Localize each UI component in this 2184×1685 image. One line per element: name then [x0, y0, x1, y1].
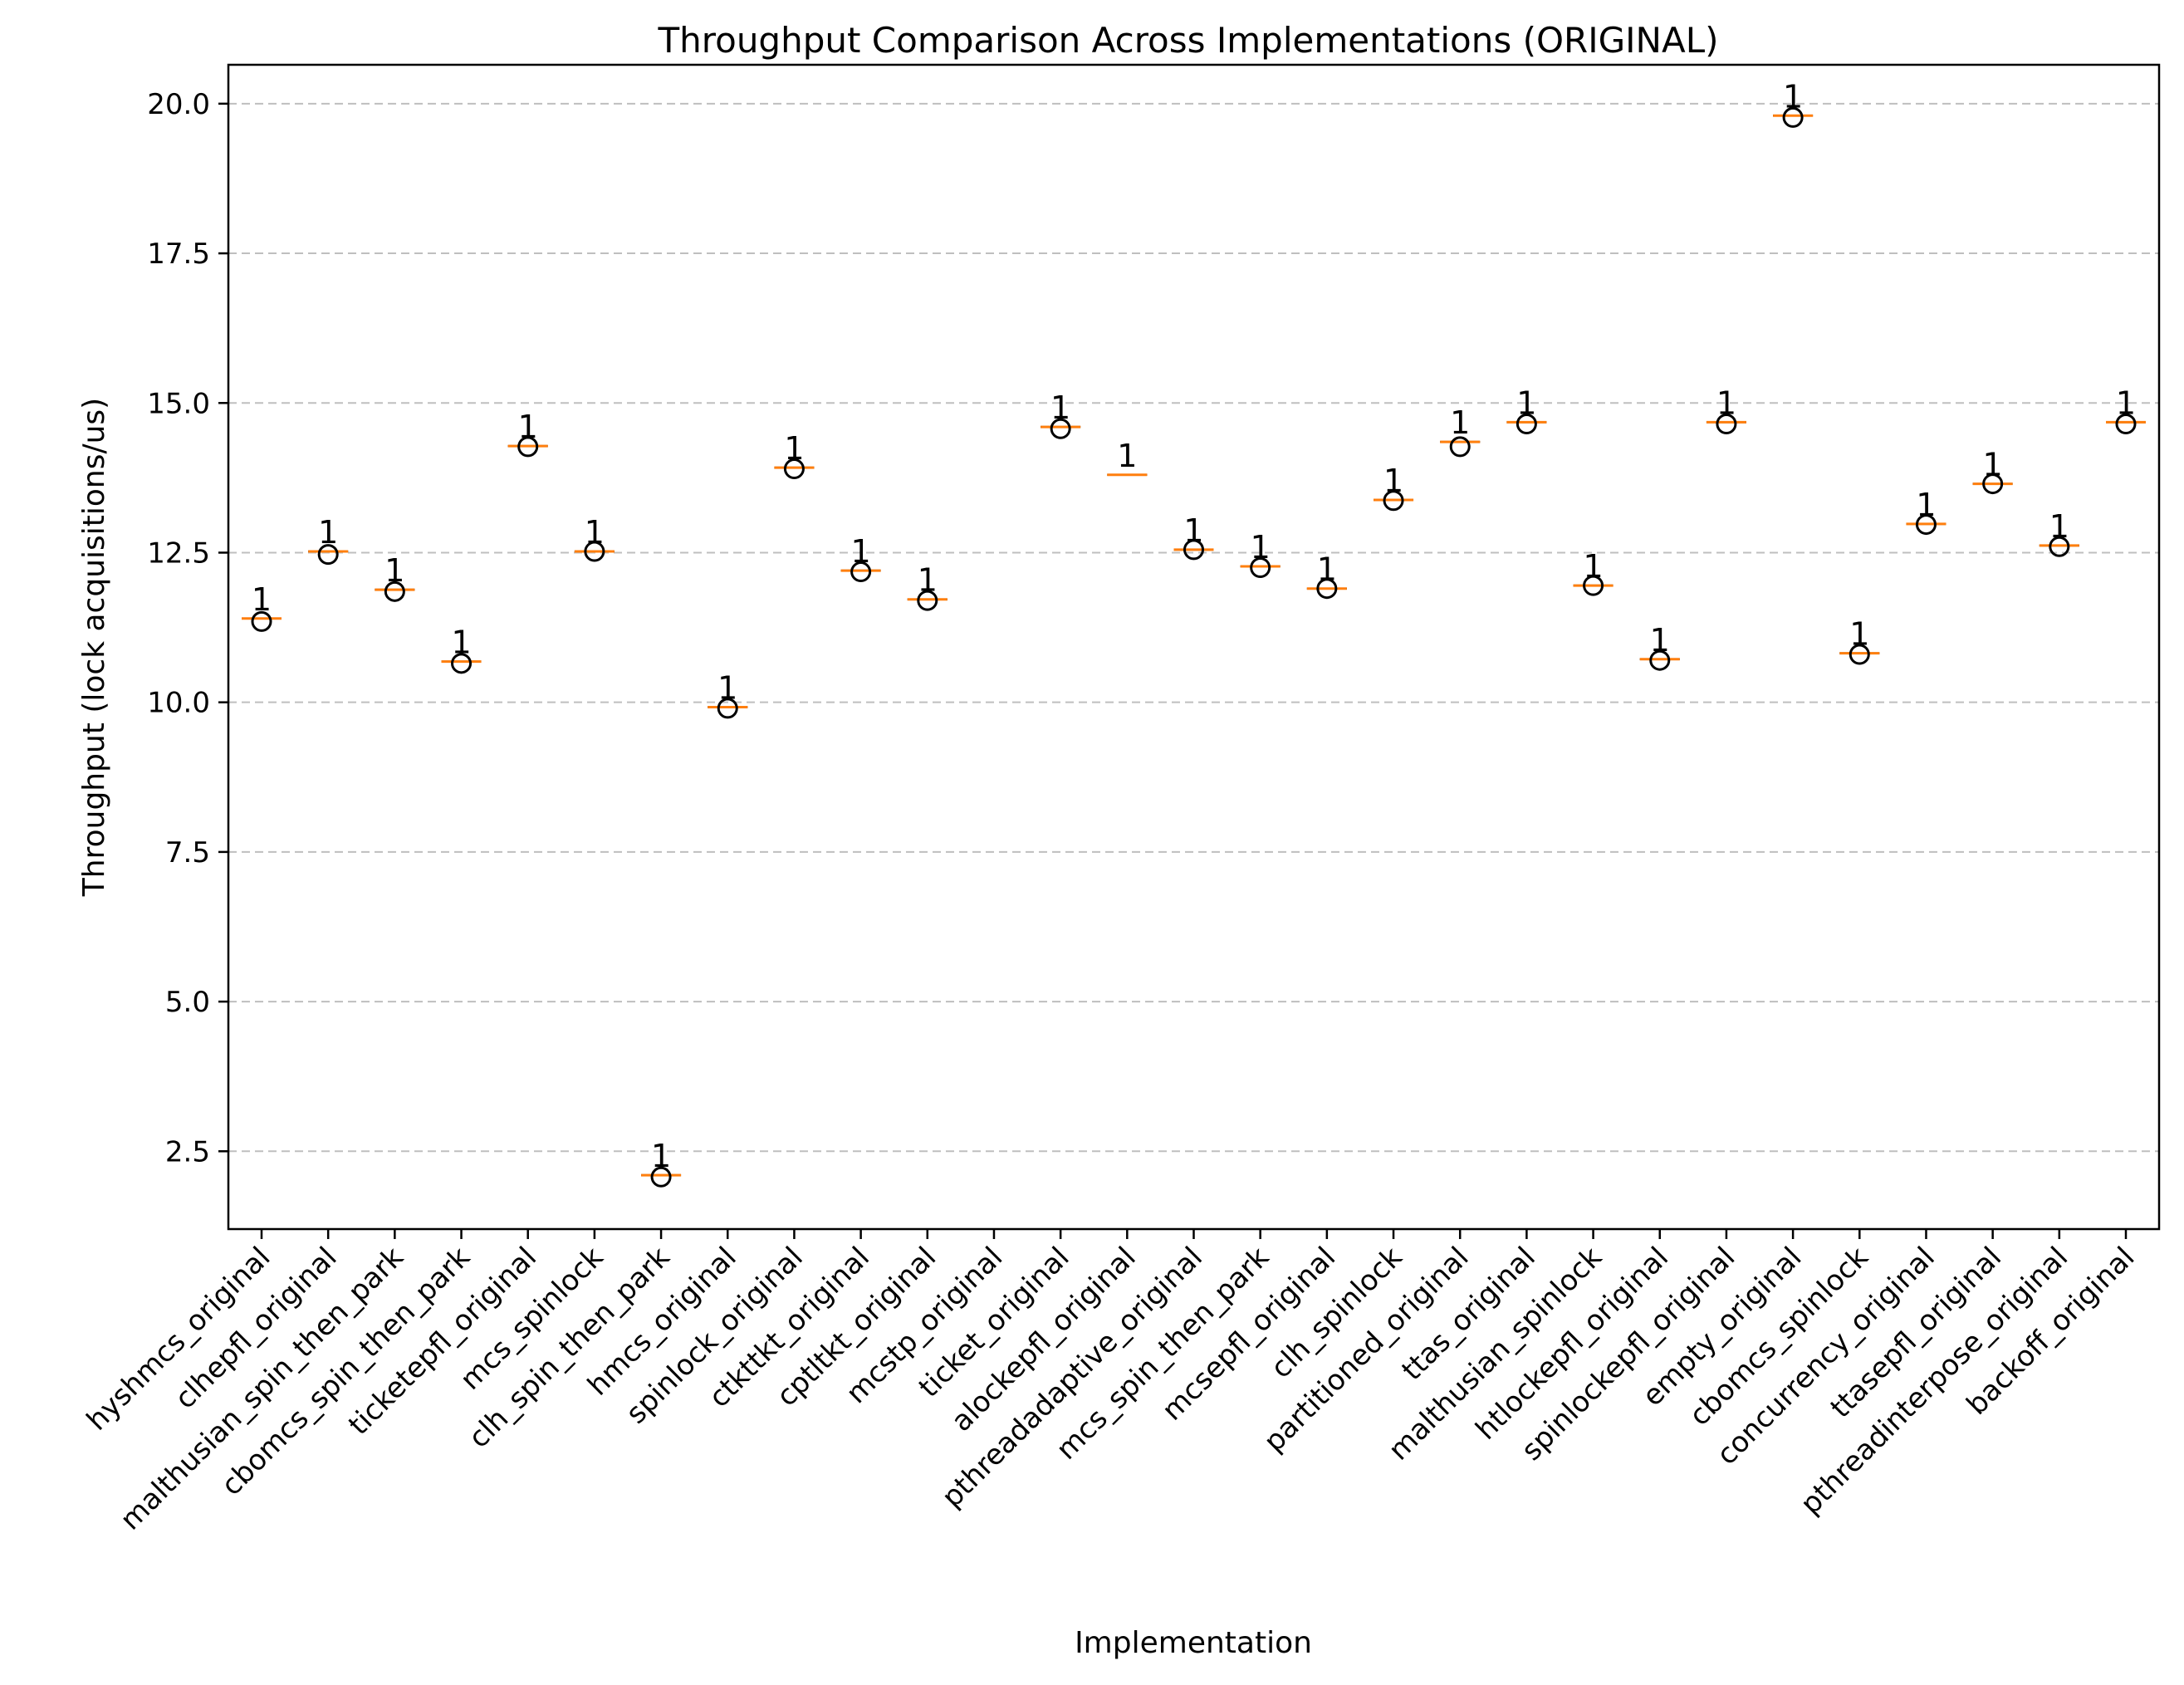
y-tick-label: 12.5 [147, 536, 210, 570]
y-axis-ticks: 2.5 5.0 7.5 10.0 12.5 15.0 17.5 20.0 [147, 88, 228, 1168]
data-point [451, 653, 473, 674]
data-point [1849, 644, 1870, 665]
y-axis-label: Throughput (lock acquisitions/us) [77, 398, 111, 897]
count-label: 1 [1450, 404, 1470, 441]
data-point [1183, 539, 1204, 561]
data-point [1383, 490, 1404, 512]
y-tick-label: 10.0 [147, 687, 210, 720]
data-point [251, 610, 272, 632]
x-axis-ticks: hyshmcs_originalclhepfl_originalmalthusi… [81, 1229, 2141, 1537]
data-point [1516, 413, 1537, 434]
data-point [1649, 649, 1671, 671]
y-tick-label: 15.0 [147, 387, 210, 420]
x-tick-label: malthusian_spin_then_park [114, 1241, 410, 1537]
data-point [917, 590, 938, 611]
data-point [1050, 418, 1071, 439]
data-point [717, 698, 738, 719]
y-tick-label: 5.0 [165, 986, 210, 1019]
data-point [1583, 575, 1604, 596]
data-point [584, 541, 605, 562]
data-point [2049, 536, 2070, 557]
data-point [1716, 413, 1737, 434]
data-point [650, 1166, 672, 1188]
data-point [1982, 473, 2004, 495]
data-point [384, 580, 405, 602]
data-point [783, 458, 805, 480]
grid-layer [228, 102, 2159, 1153]
y-tick-label: 2.5 [165, 1135, 210, 1168]
data-point [1915, 514, 1937, 536]
data-point [850, 561, 872, 583]
count-label: 1 [1117, 438, 1137, 474]
data-point [2115, 413, 2137, 434]
plot-frame [227, 63, 2161, 1231]
data-point [1250, 556, 1271, 578]
x-axis-label: Implementation [1075, 1626, 1312, 1660]
data-point [1316, 578, 1338, 600]
data-point [317, 544, 339, 566]
chart-title: Throughput Comparison Across Implementat… [658, 20, 1719, 61]
data-point [517, 436, 539, 458]
data-point [1449, 436, 1471, 458]
data-point [1782, 106, 1804, 128]
y-tick-label: 7.5 [165, 836, 210, 869]
y-tick-label: 17.5 [147, 238, 210, 271]
y-tick-label: 20.0 [147, 88, 210, 121]
